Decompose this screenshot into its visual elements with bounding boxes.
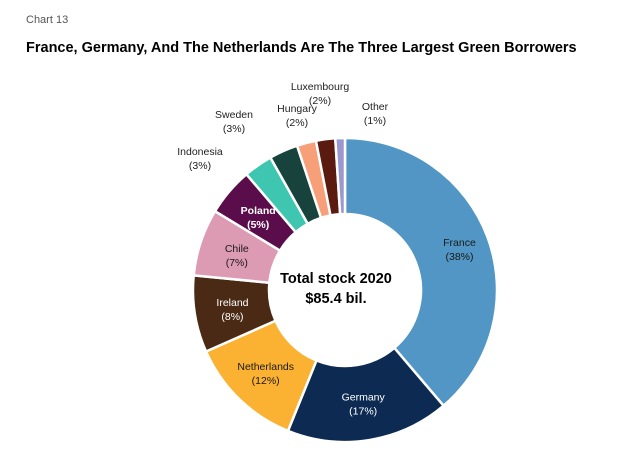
chart-title: France, Germany, And The Netherlands Are… bbox=[26, 40, 577, 56]
label-france: France (38%) bbox=[443, 237, 476, 263]
center-total-value: $85.4 bil. bbox=[305, 291, 366, 307]
label-netherlands: Netherlands (12%) bbox=[237, 361, 294, 387]
label-germany: Germany (17%) bbox=[342, 392, 386, 418]
slice-germany bbox=[286, 346, 446, 444]
slice-france bbox=[343, 136, 499, 408]
label-other: Other (1%) bbox=[362, 101, 389, 127]
donut-slices bbox=[191, 136, 499, 444]
label-poland: Poland (5%) bbox=[241, 205, 276, 231]
slice-labels: France (38%) Germany (17%) Netherlands (12%) I… bbox=[177, 81, 476, 418]
slice-other bbox=[333, 136, 347, 216]
label-indonesia: Indonesia (3%) bbox=[177, 146, 223, 172]
chart-number-label: Chart 13 bbox=[26, 14, 69, 26]
label-ireland: Ireland (8%) bbox=[216, 297, 248, 323]
label-sweden: Sweden (3%) bbox=[215, 109, 253, 135]
label-chile: Chile (7%) bbox=[225, 243, 249, 269]
label-luxembourg: Luxembourg (2%) bbox=[291, 81, 350, 107]
center-total-label: Total stock 2020 bbox=[280, 271, 392, 287]
label-hungary: Hungary (2%) bbox=[277, 103, 317, 129]
